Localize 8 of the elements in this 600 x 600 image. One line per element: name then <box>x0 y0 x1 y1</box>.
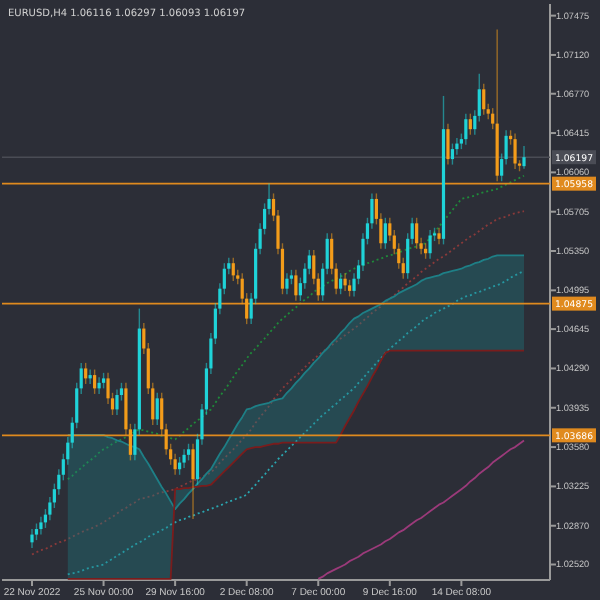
line-series <box>317 439 525 580</box>
line-series <box>31 210 525 556</box>
candlestick <box>343 272 347 292</box>
candlestick <box>455 137 459 156</box>
line-series <box>66 349 525 580</box>
line-series <box>66 174 525 481</box>
line-series <box>66 254 525 511</box>
candlestick <box>97 376 101 395</box>
